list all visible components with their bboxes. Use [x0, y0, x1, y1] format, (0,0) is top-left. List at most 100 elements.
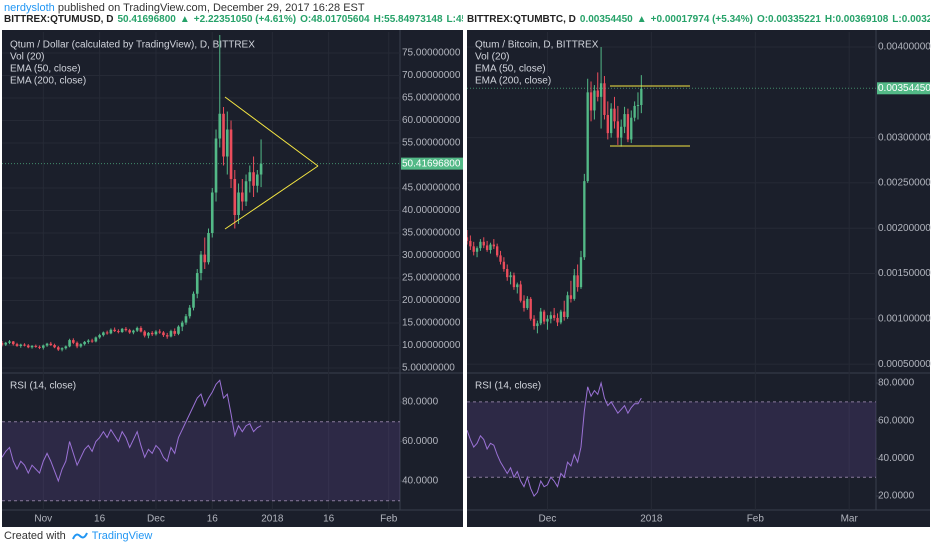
candle-body	[19, 344, 23, 346]
candle-body	[623, 114, 626, 127]
candle-body	[23, 344, 26, 346]
candle-body	[72, 340, 75, 343]
candle-body	[244, 181, 248, 202]
quote-item: 50.41696800	[117, 14, 176, 25]
candle-body	[225, 129, 229, 157]
candle-body	[87, 340, 90, 342]
candle-body	[53, 345, 56, 348]
x-tick-label: 16	[94, 514, 106, 525]
quote-item: 0.00354450	[579, 14, 633, 25]
candle-body	[11, 341, 15, 345]
rsi-band	[467, 401, 876, 478]
quote-item: O:0.00335221	[756, 14, 821, 25]
candle-body	[599, 83, 603, 97]
candle-body	[539, 311, 542, 324]
candle-body	[4, 342, 8, 345]
candle-body	[630, 117, 633, 140]
candle-body	[237, 192, 240, 216]
indicator-label: EMA (200, close)	[10, 76, 86, 87]
candle-body	[467, 237, 469, 241]
x-tick-label: 16	[323, 514, 335, 525]
quote-line: BITTREX:QTUMBTC, D 0.00354450 ▲ +0.00017974…	[467, 14, 930, 28]
quote-item: H:55.84973148	[373, 14, 443, 25]
quote-item: H:0.00369108	[824, 14, 889, 25]
candle-body	[143, 331, 146, 336]
author[interactable]: nerdysloth	[4, 2, 55, 14]
candle-body	[98, 335, 101, 338]
footer: Created with TradingView	[4, 530, 152, 542]
candle-body	[120, 328, 124, 332]
candle-body	[569, 295, 573, 299]
candle-body	[563, 311, 566, 318]
y-tick-label: 20.00000000	[402, 295, 461, 306]
rsi-tick-label: 80.0000	[402, 397, 439, 408]
x-tick-label: Feb	[380, 514, 398, 525]
candle-body	[259, 163, 263, 175]
y-tick-label: 60.00000000	[402, 115, 461, 126]
chart-layer: Nov 16 Dec 16 2018 16 Feb 5.00000000 10.00000000…	[2, 30, 931, 527]
last-price-label: 50.41696800	[402, 158, 461, 169]
candle-body	[502, 261, 506, 269]
last-price-box	[877, 82, 930, 95]
last-price-label: 0.00354450	[878, 83, 931, 94]
candle-body	[256, 174, 259, 186]
y-tick-label: 55.00000000	[402, 138, 461, 149]
rsi-tick-label: 60.0000	[402, 436, 439, 447]
candle-body	[542, 311, 546, 322]
candle-body	[214, 138, 218, 193]
candle-body	[586, 92, 589, 182]
candle-body	[556, 317, 559, 323]
candle-body	[499, 255, 502, 262]
candle-body	[102, 332, 105, 336]
brand[interactable]: TradingView	[91, 530, 153, 542]
candle-body	[15, 344, 19, 346]
logo	[71, 532, 88, 540]
candle-body	[139, 327, 143, 332]
candle-body	[613, 108, 616, 122]
indicator-label: EMA (50, close)	[475, 64, 546, 75]
candle-body	[64, 346, 68, 349]
y-tick-label: 5.00000000	[402, 363, 455, 374]
x-tick-label: Dec	[539, 514, 557, 525]
candle-body	[8, 341, 11, 343]
candle-body	[583, 181, 586, 258]
y-tick-label: 45.00000000	[402, 183, 461, 194]
rsi-tick-label: 40.0000	[402, 476, 439, 487]
candle-body	[509, 275, 512, 278]
candle-body	[552, 315, 556, 318]
candle-body	[38, 346, 41, 348]
quote-item: BITTREX:QTUMUSD, D	[4, 14, 114, 25]
x-tick-label: 16	[207, 514, 219, 525]
quote-item: L:45.21198782	[446, 14, 463, 25]
candle-body	[109, 329, 113, 334]
y-tick-label: 10.00000000	[402, 340, 461, 351]
candle-body	[482, 241, 485, 246]
candle-body	[532, 318, 536, 327]
rsi-tick-label: 60.0000	[878, 415, 915, 426]
indicator-label: EMA (200, close)	[475, 76, 551, 87]
candle-body	[180, 322, 184, 327]
rsi-tick-label: 20.0000	[878, 491, 915, 502]
candle-body	[233, 179, 237, 216]
last-price-box	[401, 157, 463, 170]
candle-body	[229, 129, 233, 180]
candle-body	[603, 83, 606, 115]
indicator-label: EMA (50, close)	[10, 64, 81, 75]
candles	[467, 47, 643, 334]
candle-body	[485, 245, 489, 250]
quote-item: O:48.01705604	[300, 14, 370, 25]
candle-body	[128, 330, 131, 333]
candle-body	[132, 330, 135, 333]
quote-line: BITTREX:QTUMUSD, D 50.41696800 ▲ +2.2235105…	[4, 14, 463, 28]
candle-body	[41, 345, 45, 348]
candle-body	[184, 316, 188, 323]
quote-item: ▲	[179, 14, 190, 25]
rsi-line	[2, 379, 262, 483]
y-tick-label: 35.00000000	[402, 228, 461, 239]
y-tick-label: 0.00300000	[878, 132, 931, 143]
candle-body	[90, 340, 94, 342]
rsi-band	[2, 421, 400, 501]
rsi-title: RSI (14, close)	[475, 381, 541, 392]
candle-body	[2, 343, 4, 345]
